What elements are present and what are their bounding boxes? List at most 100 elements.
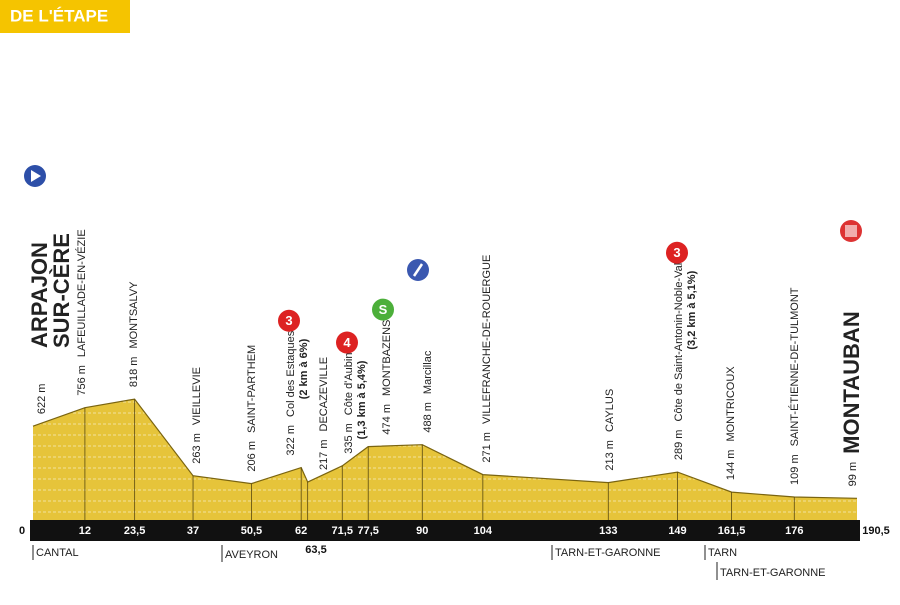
point-name: Côte de Saint-Antonin-Noble-Val [673,263,685,422]
category-label: 4 [343,335,351,350]
category-label: 3 [673,245,680,260]
point-text: 818 m MONTSALVY [128,281,140,387]
altitude-label: 109 m [789,454,801,485]
point-label: 289 m Côte de Saint-Antonin-Noble-Val (3,2… [673,263,698,460]
point-name: Côte d'Aubin [343,353,355,416]
point-label: 213 m CAYLUS [604,389,616,471]
altitude-label: 756 m [76,365,88,396]
finish-flag [845,225,857,237]
altitude-label: 474 m [381,404,393,435]
point-text: 488 m Marcillac [422,350,434,432]
point-name: VIEILLEVIE [191,367,203,425]
x-tick-label: 190,5 [862,525,890,537]
x-tick-label: 176 [785,525,803,537]
x-tick-label: 133 [599,525,617,537]
x-tick-label: 23,5 [124,525,145,537]
altitude-label: 99 m [847,462,859,486]
climb-note: (2 km à 6%) [298,338,310,399]
point-name: Marcillac [422,350,434,394]
x-tick-label: 50,5 [241,525,262,537]
point-text: 99 m MONTAUBAN [839,311,864,486]
point-label: 217 m DECAZEVILLE [318,357,330,470]
x-tick-label: 37 [187,525,199,537]
point-name: SAINT-PARTHEM [246,345,258,433]
finish-name: MONTAUBAN [839,311,864,454]
point-name: MONTSALVY [128,281,140,349]
altitude-label: 289 m [673,430,685,461]
x-tick-label: 161,5 [718,525,746,537]
point-text: 213 m CAYLUS [604,389,616,471]
header-title: DE L'ÉTAPE [10,6,108,25]
x-tick-label: 0 [19,525,25,537]
altitude-label: 322 m [285,425,297,456]
point-label: 488 m Marcillac [422,350,434,432]
start-name: SUR-CÈRE [49,233,74,348]
altitude-label: 206 m [246,441,258,472]
x-tick-label: 12 [79,525,91,537]
altitude-label: 335 m [343,423,355,454]
start-label: SUR-CÈRE [49,233,74,348]
point-text: 206 m SAINT-PARTHEM [246,345,258,472]
point-name: SAINT-ÉTIENNE-DE-TULMONT [788,287,801,446]
point-text: 622 m [36,384,48,415]
category-badge [336,331,358,354]
point-name: MONTRICOUX [725,366,737,442]
point-label: 335 m Côte d'Aubin (1,3 km à 5,4%) [343,353,368,454]
profile-line [32,398,858,499]
point-text: 289 m Côte de Saint-Antonin-Noble-Val [673,263,685,460]
category-badge [666,241,688,264]
altitude-label: 271 m [481,432,493,463]
point-label: 818 m MONTSALVY [128,281,140,387]
climb-note: (1,3 km à 5,4%) [356,360,368,439]
point-name: DECAZEVILLE [318,357,330,432]
point-name: LAFEUILLADE-EN-VÉZIE [75,229,88,357]
point-label: 109 m SAINT-ÉTIENNE-DE-TULMONT [788,287,801,485]
x-tick-label: 90 [416,525,428,537]
start-label: ARPAJON [27,242,52,348]
header-box [0,0,130,33]
start-arrow [31,170,41,182]
x-tick-label: 77,5 [358,525,379,537]
point-label: 322 m Col des Estaques (2 km à 6%) [285,330,310,455]
point-text: 217 m DECAZEVILLE [318,357,330,470]
category-badge [278,309,300,332]
altitude-label: 622 m [36,384,48,415]
point-name: Col des Estaques [285,330,297,417]
region-label: TARN-ET-GARONNE [720,567,826,579]
point-text: 474 m MONTBAZENS [381,320,393,435]
point-text: 322 m Col des Estaques [285,330,297,455]
climb-icon-slash [412,263,424,277]
climb-note: (3,2 km à 5,1%) [686,270,698,349]
point-text: 756 m LAFEUILLADE-EN-VÉZIE [75,229,88,395]
region-label: CANTAL [36,547,79,559]
point-label: 99 m MONTAUBAN [839,311,864,486]
category-badge [372,298,394,321]
point-label: 474 m MONTBAZENS [381,320,393,435]
point-text: 335 m Côte d'Aubin [343,353,355,454]
point-text: 271 m VILLEFRANCHE-DE-ROUERGUE [481,255,493,463]
start-name: ARPAJON [27,242,52,348]
category-label: S [379,302,388,317]
point-label: 144 m MONTRICOUX [725,366,737,480]
altitude-label: 144 m [725,450,737,481]
point-text: 144 m MONTRICOUX [725,366,737,480]
point-name: VILLEFRANCHE-DE-ROUERGUE [481,255,493,424]
axis-bar [30,520,860,541]
x-tick-label: 62 [295,525,307,537]
altitude-label: 818 m [128,357,140,388]
region-label: TARN [708,547,737,559]
altitude-label: 263 m [191,433,203,464]
point-label: 263 m VIEILLEVIE [191,367,203,464]
point-text: 263 m VIEILLEVIE [191,367,203,464]
point-text: 109 m SAINT-ÉTIENNE-DE-TULMONT [788,287,801,485]
category-label: 3 [285,313,292,328]
point-label: 206 m SAINT-PARTHEM [246,345,258,472]
regions [32,545,718,580]
region-label: AVEYRON [225,549,278,561]
point-label: 622 m [36,384,48,415]
point-label: 271 m VILLEFRANCHE-DE-ROUERGUE [481,255,493,463]
x-tick-label: 63,5 [305,544,326,556]
point-label: 756 m LAFEUILLADE-EN-VÉZIE [75,229,88,395]
altitude-label: 217 m [318,439,330,470]
